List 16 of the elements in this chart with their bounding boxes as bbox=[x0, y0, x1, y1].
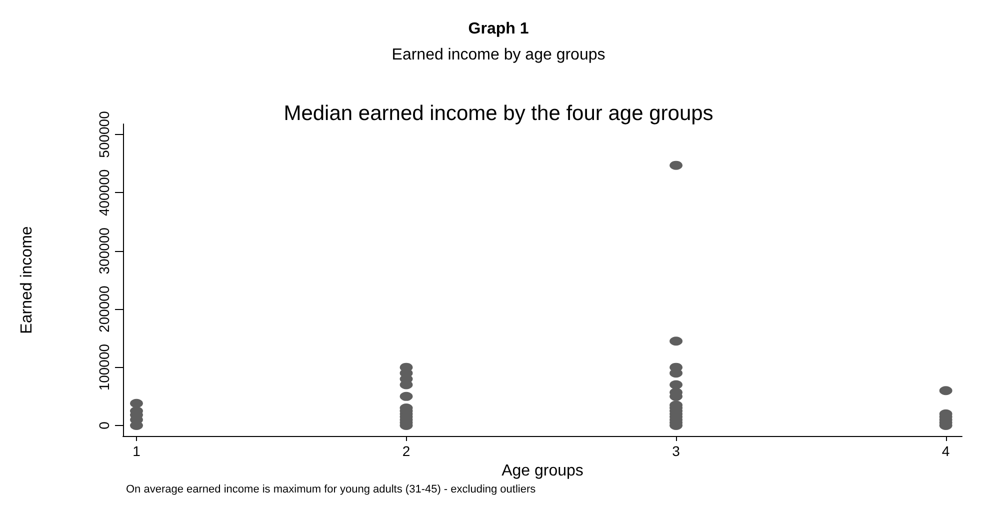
chart-title: Graph 1 bbox=[468, 20, 529, 38]
text: On average earned income is maximum for young adults (31-45) - excluding outliers bbox=[126, 484, 536, 496]
annotation: Median earned income by the four age groups bbox=[284, 102, 714, 125]
y-tick-label: 500000 bbox=[96, 110, 112, 158]
y-tick-label: 400000 bbox=[96, 169, 112, 216]
y-tick-label: 200000 bbox=[96, 286, 112, 332]
x-tick-label: 3 bbox=[672, 443, 680, 459]
x-axis-title: Age groups bbox=[502, 462, 584, 480]
chart-subtitle: Earned income by age groups bbox=[392, 46, 606, 64]
x-tick-label: 2 bbox=[402, 443, 410, 459]
y-axis-title: Earned income bbox=[18, 226, 36, 334]
x-tick-label: 1 bbox=[132, 443, 141, 459]
y-tick-label: 0 bbox=[96, 421, 112, 430]
y-tick-label: 100000 bbox=[96, 344, 112, 391]
x-tick-label: 4 bbox=[942, 443, 950, 459]
y-tick-label: 300000 bbox=[96, 227, 112, 274]
